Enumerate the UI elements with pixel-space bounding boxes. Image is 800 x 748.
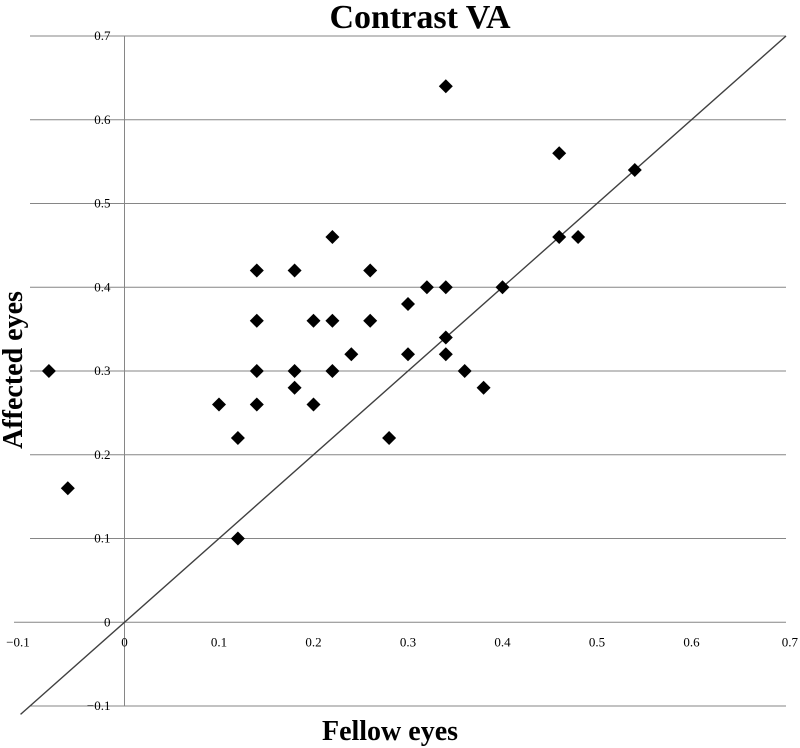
- data-point: [287, 364, 302, 378]
- x-tick-label: 0.5: [589, 634, 605, 649]
- x-tick-label: 0.3: [400, 634, 416, 649]
- data-point: [495, 280, 510, 295]
- data-point: [306, 397, 321, 412]
- data-point: [419, 280, 434, 295]
- x-tick-label: 0.2: [305, 634, 321, 649]
- data-point: [438, 79, 453, 94]
- data-points: [41, 79, 642, 546]
- data-point: [249, 263, 264, 278]
- y-tick-label: 0.7: [94, 28, 111, 43]
- identity-line: [20, 35, 787, 715]
- data-point: [457, 364, 472, 378]
- data-point: [363, 263, 378, 278]
- data-point: [552, 146, 567, 161]
- x-tick-label: 0.7: [782, 634, 799, 649]
- x-axis-label: Fellow eyes: [322, 716, 458, 747]
- data-point: [438, 280, 453, 295]
- data-point: [212, 397, 226, 412]
- data-point: [382, 431, 397, 445]
- data-point: [363, 313, 378, 328]
- axes: [14, 36, 786, 706]
- x-tick-label: 0: [121, 634, 128, 649]
- y-tick-label: 0.2: [94, 447, 110, 462]
- data-point: [401, 347, 415, 362]
- x-tick-label: −0.1: [6, 634, 30, 649]
- y-tick-label: 0.3: [94, 363, 110, 378]
- reference-line: [20, 35, 787, 715]
- x-tick-label: 0.4: [494, 634, 511, 649]
- data-point: [571, 230, 586, 244]
- data-point: [249, 364, 264, 378]
- data-point: [287, 380, 302, 395]
- y-tick-label: 0.1: [94, 531, 110, 546]
- data-point: [401, 297, 415, 311]
- chart-title: Contrast VA: [329, 0, 510, 36]
- y-tick-label: −0.1: [87, 698, 111, 713]
- grid-lines: [30, 35, 786, 707]
- data-point: [249, 313, 264, 328]
- x-tick-label: 0.6: [683, 634, 700, 649]
- data-point: [230, 431, 245, 445]
- data-point: [438, 330, 453, 345]
- y-tick-label: 0.6: [94, 112, 111, 127]
- data-point: [287, 263, 302, 278]
- data-point: [344, 347, 359, 362]
- x-tick-label: 0.1: [211, 634, 227, 649]
- data-point: [230, 531, 245, 546]
- data-point: [325, 313, 340, 328]
- data-point: [325, 230, 340, 244]
- y-axis-label: Affected eyes: [0, 291, 29, 449]
- data-point: [60, 481, 75, 496]
- data-point: [552, 230, 567, 244]
- data-point: [249, 397, 264, 412]
- data-point: [41, 364, 56, 378]
- y-tick-label: 0.5: [94, 196, 110, 211]
- data-point: [476, 380, 491, 395]
- data-point: [627, 163, 642, 177]
- tick-labels: −0.1 0 0.1 0.2 0.3 0.4 0.5 0.6 0.7 −0.1 0 0.1 0.2 0.3…: [6, 28, 798, 713]
- y-tick-label: 0: [104, 614, 111, 629]
- data-point: [306, 313, 321, 328]
- y-tick-label: 0.4: [94, 279, 111, 294]
- data-point: [438, 347, 453, 362]
- data-point: [325, 364, 340, 378]
